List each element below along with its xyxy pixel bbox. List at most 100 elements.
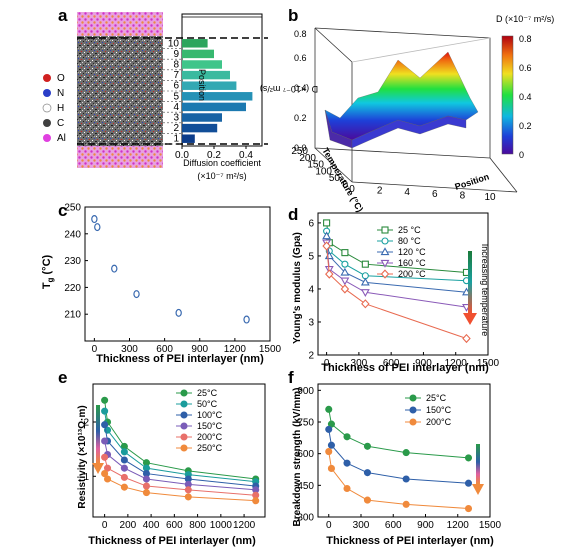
e-legend-marker-2 (180, 411, 188, 419)
e-series-1-point-2 (120, 448, 128, 456)
d-legend-marker-0 (381, 226, 389, 234)
trend-arrow-d (463, 251, 477, 325)
d-x-tick-label-1: 300 (351, 358, 368, 369)
e-series-4-point-2 (120, 473, 128, 481)
e-x-tick-label-6: 1200 (233, 520, 256, 531)
trend-arrow-f (472, 444, 484, 495)
f-series-1-point-4 (402, 475, 410, 483)
e-x-tick-label-3: 600 (166, 520, 183, 531)
c-point-1 (94, 223, 101, 232)
d-legend-marker-2 (380, 247, 390, 256)
y-tick-b-4: 200 (299, 153, 316, 164)
f-legend-label-0: 25°C (426, 393, 447, 403)
x-tick-label-a-2: 0.4 (239, 150, 253, 161)
atom-h-label: H (57, 103, 64, 114)
bar-3 (182, 113, 222, 122)
colorbar-b (501, 35, 514, 155)
bar-4 (182, 102, 246, 112)
d-series-1-point-2 (341, 260, 349, 268)
c-y-tick-label-3: 240 (64, 229, 81, 240)
d-series-4-point-3 (361, 299, 370, 309)
e-series-0-point-0 (101, 396, 109, 404)
md-snapshot (77, 12, 163, 168)
f-series-0-point-2 (343, 433, 351, 441)
d-legend-label-4: 200 °C (398, 269, 426, 279)
f-series-1-point-1 (327, 441, 335, 449)
d-legend-marker-1 (381, 237, 389, 245)
trend-arrow-e (92, 405, 104, 474)
e-x-tick-label-4: 800 (189, 520, 206, 531)
d-series-2-point-3 (360, 277, 370, 286)
e-series-5-point-3 (142, 489, 151, 497)
e-x-tick-label-0: 0 (102, 520, 108, 531)
c-x-tick-label-1: 300 (121, 344, 138, 355)
c-y-tick-label-4: 250 (64, 203, 81, 214)
alumina-layer-top (77, 12, 163, 36)
axis-label-a-y: Position (197, 69, 207, 101)
f-y-tick-label-1: 450 (297, 481, 314, 492)
f-legend-marker-0 (409, 394, 417, 402)
e-series-line-0 (104, 400, 256, 480)
e-x-tick-label-2: 400 (143, 520, 160, 531)
e-series-4-point-0 (101, 453, 109, 461)
d-x-tick-label-5: 1500 (477, 358, 500, 369)
f-x-tick-label-1: 300 (353, 520, 370, 531)
e-y-tick-label-0: 1 (83, 472, 89, 483)
bar-label-6: 6 (173, 81, 179, 92)
atom-legend: O N H C Al (42, 73, 66, 144)
trend-label-d: Increasing temperature (480, 244, 490, 337)
atom-c-marker (43, 119, 51, 127)
line-chart-e: 0 200 400 600 800 1000 1200 1 2 25°C50°C100°C150°… (83, 383, 266, 531)
f-series-1-point-2 (343, 459, 351, 467)
e-series-4-point-1 (103, 464, 112, 472)
scatter-chart-c: 0 300 600 900 1200 1500 210 220 230 240 250 (64, 203, 281, 356)
f-y-tick-label-3: 750 (297, 418, 314, 429)
e-plot-frame (92, 383, 266, 518)
axis-label-a-x-unit: (×10⁻⁷ m²/s) (197, 171, 246, 181)
d-series-4-point-4 (462, 333, 471, 344)
surface-plot-3d: D (×10⁻⁷ m²/s) 0 0.2 0.4 0.6 0.8 0.0 0.2… (260, 14, 554, 214)
axis-label-f-y: Breakdown strength (kV/mm) (292, 388, 303, 527)
f-y-tick-label-4: 900 (297, 386, 314, 397)
f-y-tick-label-2: 600 (297, 449, 314, 460)
f-x-tick-label-3: 900 (417, 520, 434, 531)
axis-label-f-x: Thickness of PEI interlayer (nm) (326, 535, 494, 547)
e-series-5-point-2 (120, 483, 128, 491)
atom-c-label: C (57, 118, 64, 129)
panel-label-a: a (58, 6, 68, 25)
x-axis-label-b: Position (454, 171, 491, 191)
atom-h-marker (42, 103, 52, 113)
c-plot-frame (84, 206, 271, 342)
e-legend-label-0: 25°C (197, 388, 218, 398)
plot-box-b (314, 27, 518, 193)
bar-1 (182, 134, 195, 143)
colorbar-tick-1: 0.2 (519, 121, 532, 131)
f-legend-marker-1 (409, 406, 417, 414)
f-legend-label-1: 150°C (426, 405, 452, 415)
f-series-2-point-3 (363, 496, 372, 504)
y-tick-b-5: 250 (291, 146, 308, 157)
d-y-tick-label-2: 4 (308, 284, 314, 295)
axis-label-e-x: Thickness of PEI interlayer (nm) (88, 535, 256, 547)
d-y-tick-label-4: 6 (308, 218, 314, 229)
e-series-3-point-2 (120, 464, 128, 472)
f-series-1-point-0 (325, 425, 333, 433)
f-x-tick-label-5: 1500 (479, 520, 502, 531)
panel-label-d: d (288, 205, 298, 224)
f-x-tick-label-0: 0 (326, 520, 332, 531)
y-tick-b-3: 150 (307, 160, 324, 171)
x-tick-b-8: 8 (460, 190, 466, 201)
atom-n-label: N (57, 88, 64, 99)
bar-label-1: 1 (173, 134, 179, 145)
z-tick-2: 0.4 (294, 83, 307, 93)
bar-label-9: 9 (173, 49, 179, 60)
x-tick-label-a-0: 0.0 (175, 150, 189, 161)
d-series-0-point-3 (361, 260, 369, 268)
f-plot-frame (317, 383, 491, 518)
bar-5 (182, 92, 253, 101)
c-x-tick-label-3: 900 (191, 344, 208, 355)
x-tick-label-a-1: 0.2 (207, 150, 221, 161)
f-series-2-point-4 (402, 500, 410, 508)
colorbar-tick-0: 0 (519, 150, 524, 160)
